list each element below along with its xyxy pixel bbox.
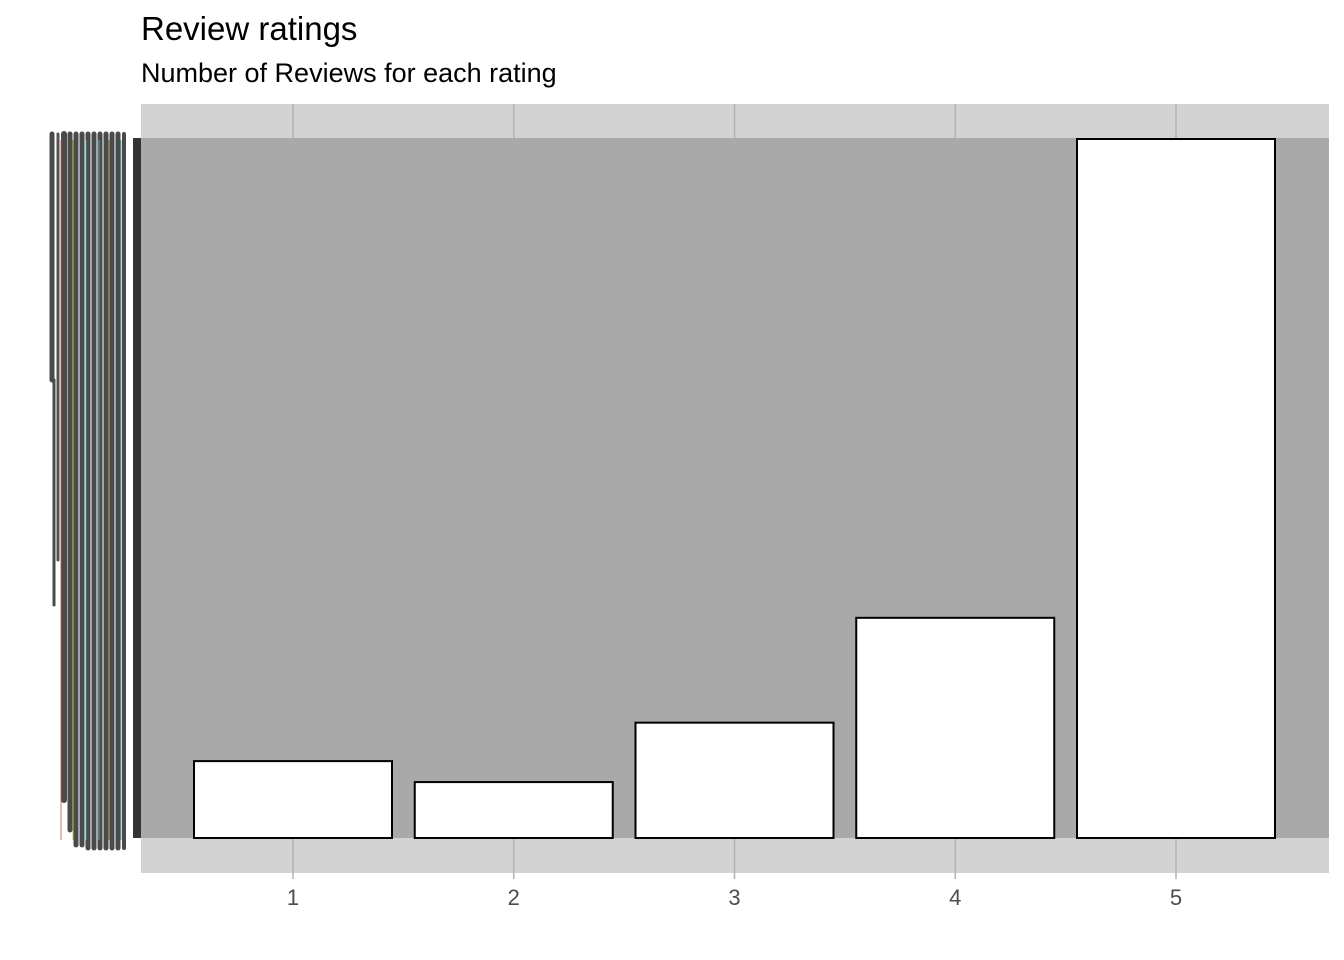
bar-rating-3 (634, 721, 835, 839)
x-tick-label: 3 (728, 885, 740, 910)
garbled-y-axis-labels (49, 131, 126, 851)
x-tick-label: 2 (508, 885, 520, 910)
y-axis-bar (133, 138, 141, 838)
chart-subtitle: Number of Reviews for each rating (141, 58, 557, 88)
x-axis-ticks: 1 2 3 4 5 (287, 873, 1182, 910)
x-tick-label: 4 (949, 885, 961, 910)
bar-rating-2 (413, 781, 614, 840)
x-tick-label: 1 (287, 885, 299, 910)
bar-rating-4 (855, 616, 1056, 839)
x-tick-label: 5 (1170, 885, 1182, 910)
bar-rating-1 (193, 760, 393, 839)
chart-title: Review ratings (141, 10, 358, 47)
bars (193, 138, 1276, 840)
bar-rating-5 (1076, 138, 1276, 839)
